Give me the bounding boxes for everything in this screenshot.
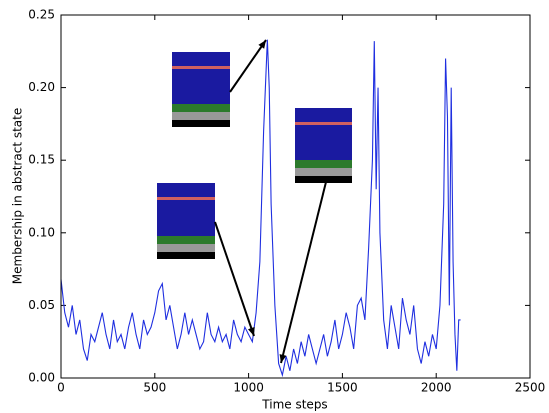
x-tick-label: 1000 (233, 381, 264, 395)
x-tick-label: 1500 (327, 381, 358, 395)
x-axis-label: Time steps (261, 398, 327, 412)
arrow-shaft (229, 39, 267, 93)
y-tick-label: 0.05 (28, 298, 55, 312)
x-tick-label: 2000 (421, 381, 452, 395)
arrow-head (258, 40, 266, 49)
y-axis-label: Membership in abstract state (11, 108, 25, 284)
game-thumbnail (295, 108, 352, 183)
y-tick-label: 0.25 (28, 8, 55, 22)
x-tick-label: 500 (143, 381, 166, 395)
data-line (60, 39, 461, 378)
arrow-head (248, 327, 255, 336)
y-tick-label: 0.00 (28, 371, 55, 385)
arrow-head (279, 354, 287, 363)
thumbnails (157, 52, 352, 259)
y-tick-label: 0.10 (28, 225, 55, 239)
game-thumbnail (172, 52, 230, 127)
y-tick-label: 0.20 (28, 80, 55, 94)
y-tick-label: 0.15 (28, 153, 55, 167)
arrow-shaft (214, 221, 255, 337)
x-tick-label: 0 (57, 381, 65, 395)
arrow-shaft (280, 181, 327, 364)
x-tick-label: 2500 (515, 381, 546, 395)
game-thumbnail (157, 183, 215, 259)
plot-frame (60, 14, 531, 379)
